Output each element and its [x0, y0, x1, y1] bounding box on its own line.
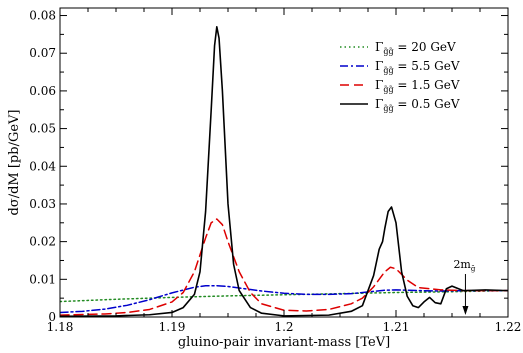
series-line-3	[60, 218, 508, 316]
legend-label-2: Γg̃g̃ = 5.5 GeV	[375, 59, 460, 75]
y-axis-label: dσ/dM [pb/GeV]	[7, 110, 22, 216]
series-layer	[60, 26, 508, 317]
threshold-arrow-head	[462, 306, 469, 315]
y-tick-label: 0.01	[29, 272, 56, 286]
x-tick-label: 1.21	[383, 320, 410, 334]
series-line-4	[60, 26, 508, 317]
legend: Γg̃g̃ = 20 GeV Γg̃g̃ = 5.5 GeV Γg̃g̃ = 1.5…	[340, 40, 460, 113]
legend-label-3: Γg̃g̃ = 1.5 GeV	[375, 78, 460, 94]
x-tick-label: 1.18	[47, 320, 74, 334]
y-tick-label: 0.03	[29, 197, 56, 211]
tick-layer: 1.18 1.19 1.2 1.21 1.22 0 0.01 0.02 0.03 0.04 0.05…	[29, 8, 521, 334]
y-tick-label: 0.06	[29, 84, 56, 98]
series-line-2	[60, 284, 508, 314]
x-tick-label: 1.22	[495, 320, 522, 334]
y-tick-label: 0.05	[29, 122, 56, 136]
threshold-annotation: 2mg̃	[453, 258, 476, 315]
y-tick-label: 0.02	[29, 235, 56, 249]
y-tick-label: 0.08	[29, 9, 56, 23]
legend-label-4: Γg̃g̃ = 0.5 GeV	[375, 97, 460, 113]
y-tick-label: 0.07	[29, 46, 56, 60]
x-tick-label: 1.2	[274, 320, 293, 334]
y-tick-label: 0	[48, 310, 56, 324]
plot-frame	[59, 7, 509, 318]
series-line-1	[60, 289, 508, 303]
legend-label-1: Γg̃g̃ = 20 GeV	[375, 40, 456, 56]
threshold-label: 2mg̃	[453, 258, 475, 273]
x-tick-label: 1.19	[159, 320, 186, 334]
x-axis-label: gluino-pair invariant-mass [TeV]	[178, 335, 390, 350]
y-tick-label: 0.04	[29, 159, 56, 173]
